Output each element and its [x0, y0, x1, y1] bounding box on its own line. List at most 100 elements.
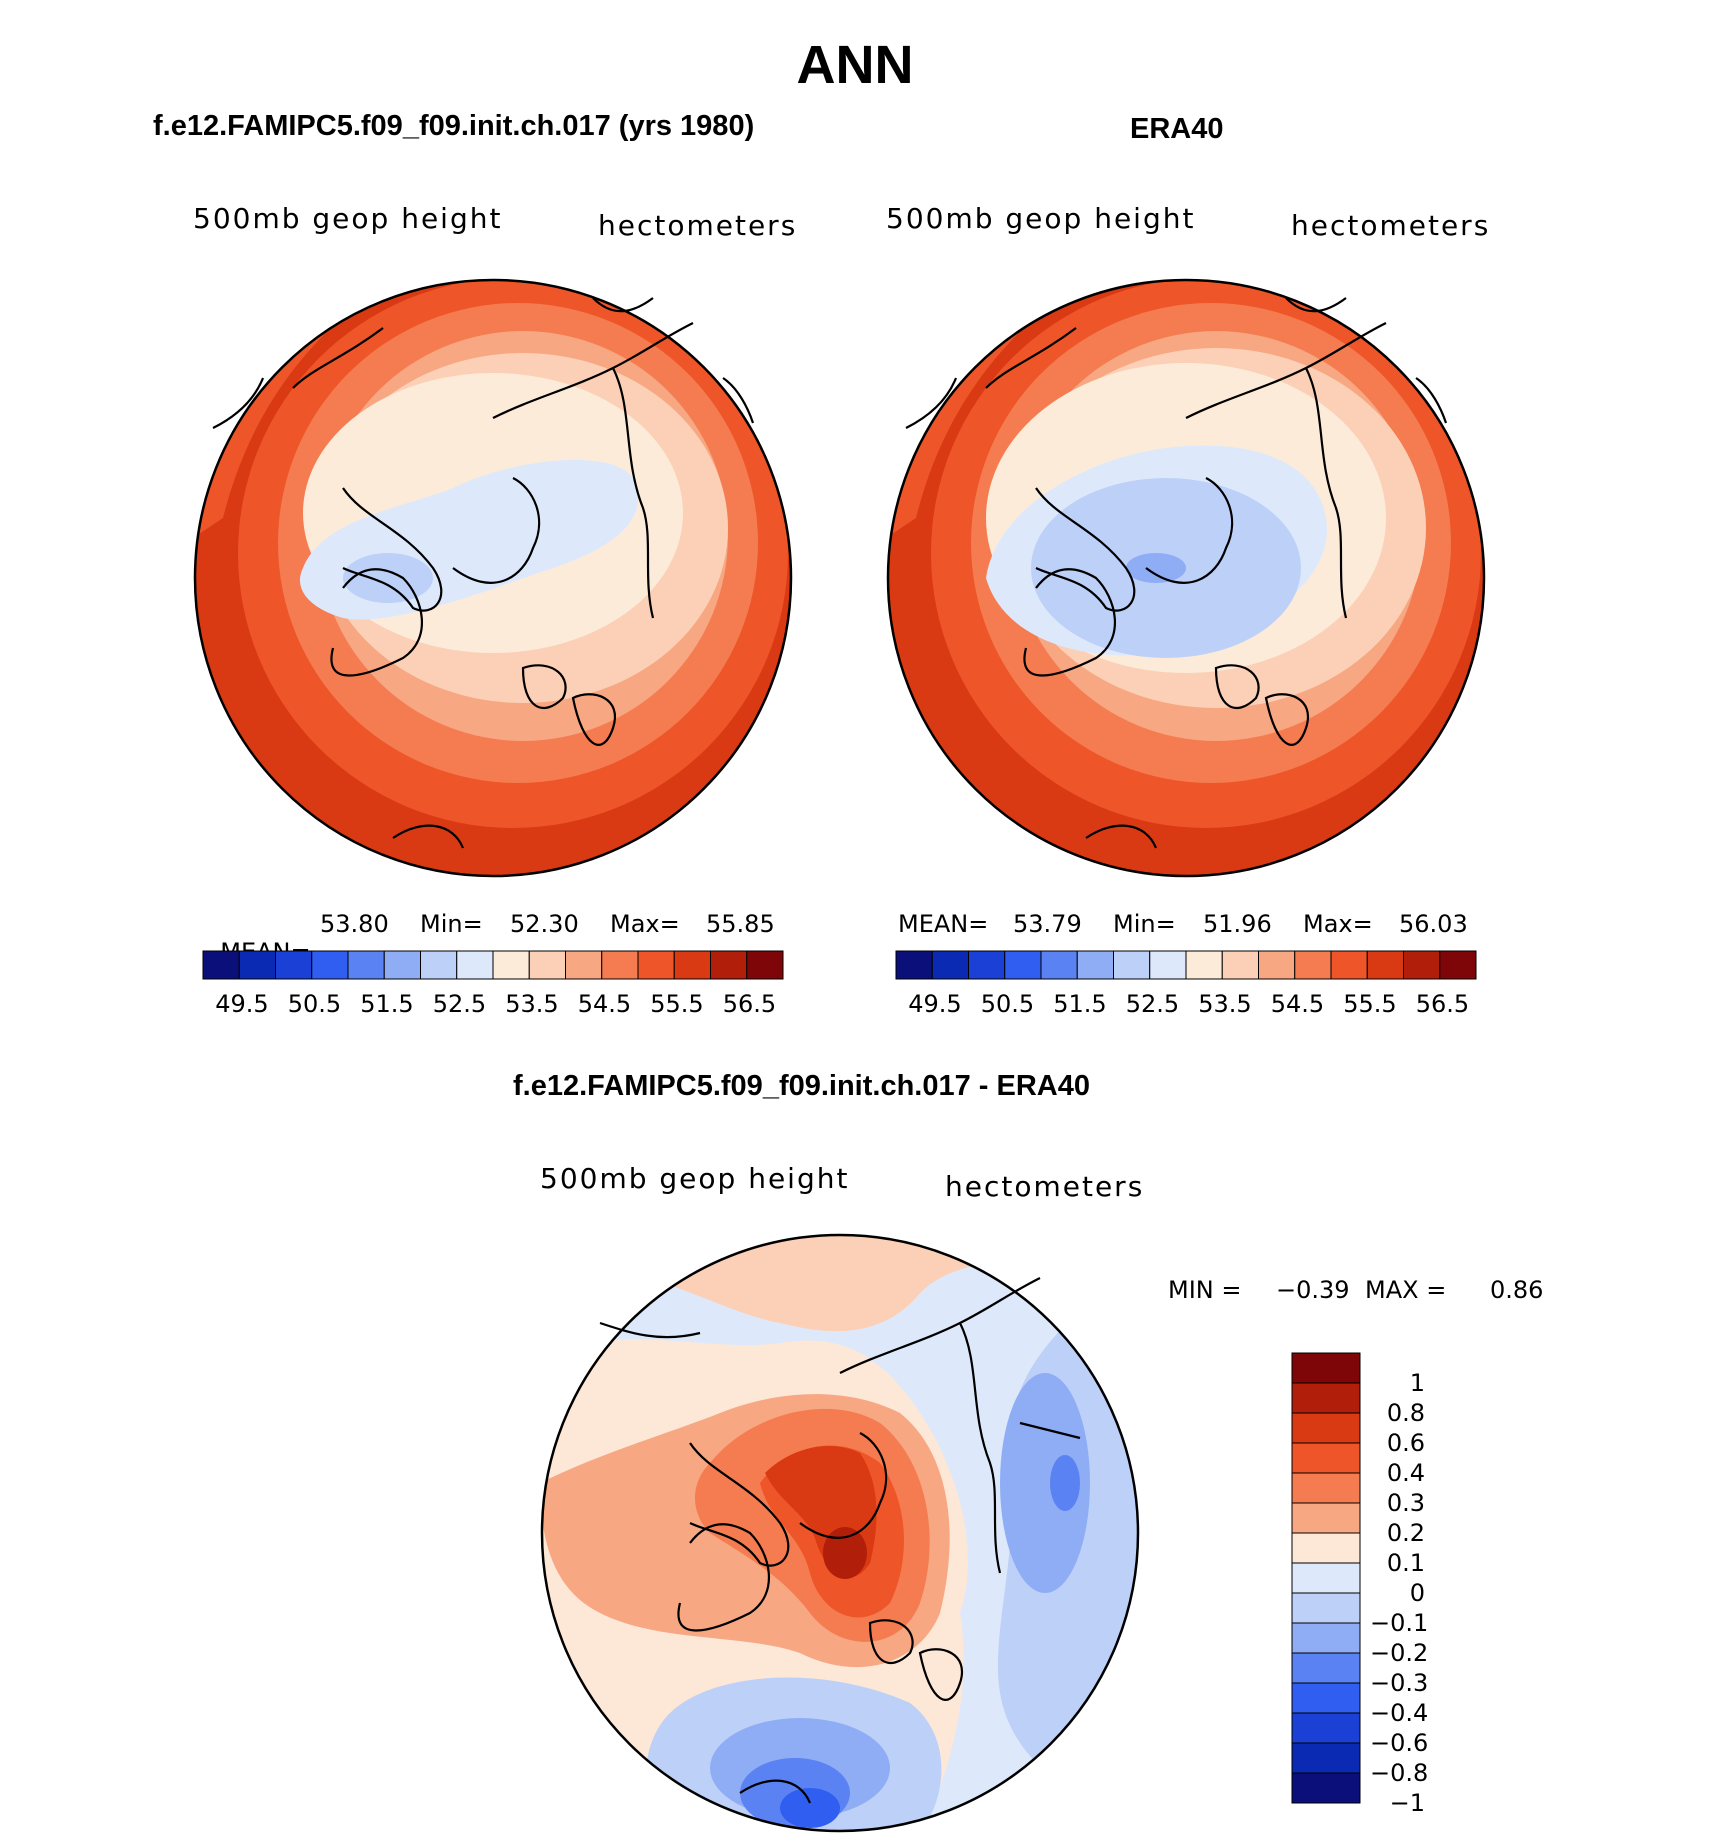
colorbar-swatch — [238, 950, 276, 980]
model-max-value: 55.85 — [706, 910, 775, 938]
colorbar-tick-label: 53.5 — [505, 990, 559, 1018]
diff-colorbar-swatch — [1291, 1622, 1361, 1654]
diff-colorbar-swatch — [1291, 1472, 1361, 1504]
obs-polar-map — [886, 278, 1486, 878]
colorbar-swatch — [383, 950, 421, 980]
model-units-label: hectometers — [598, 209, 798, 242]
diff-colorbar-tick-label: 0.1 — [1386, 1549, 1425, 1577]
colorbar-swatch — [1040, 950, 1078, 980]
colorbar-tick-label: 50.5 — [980, 990, 1035, 1018]
diff-colorbar-tick-label: 0.6 — [1386, 1429, 1425, 1457]
colorbar-swatch — [673, 950, 711, 980]
colorbar-tick-label: 49.5 — [908, 990, 962, 1018]
colorbar-swatch — [1076, 950, 1114, 980]
obs-colorbar-ticks: 49.5 50.5 51.5 52.5 53.5 54.5 55.5 56.5 — [896, 990, 1476, 1020]
diff-colorbar-swatch — [1291, 1592, 1361, 1624]
diff-colorbar-swatch — [1291, 1442, 1361, 1474]
colorbar-tick-label: 51.5 — [1053, 990, 1107, 1018]
colorbar-tick-label: 53.5 — [1198, 990, 1252, 1018]
colorbar-swatch — [895, 950, 933, 980]
model-colorbar-ticks: 49.5 50.5 51.5 52.5 53.5 54.5 55.5 56.5 — [203, 990, 783, 1020]
colorbar-swatch — [1294, 950, 1332, 980]
diff-colorbar-swatch — [1291, 1502, 1361, 1534]
colorbar-tick-label: 54.5 — [577, 990, 632, 1018]
model-mean-value: 53.80 — [320, 910, 389, 938]
obs-units-label: hectometers — [1291, 209, 1491, 242]
colorbar-swatch — [1258, 950, 1296, 980]
diff-colorbar-tick-label: −0.6 — [1370, 1729, 1429, 1757]
diff-colorbar-tick-label: 0 — [1409, 1579, 1425, 1607]
obs-mean-label: MEAN= — [898, 910, 989, 938]
obs-min-value: 51.96 — [1203, 910, 1272, 938]
model-min-label: Min= — [420, 910, 483, 938]
colorbar-tick-label: 50.5 — [287, 990, 342, 1018]
colorbar-swatch — [1185, 950, 1223, 980]
diff-colorbar-tick-label: −0.3 — [1370, 1669, 1429, 1697]
diff-colorbar-swatch — [1291, 1382, 1361, 1414]
colorbar-tick-label: 52.5 — [1125, 990, 1180, 1018]
colorbar-swatch — [1004, 950, 1042, 980]
colorbar-swatch — [637, 950, 675, 980]
colorbar-swatch — [347, 950, 385, 980]
model-colorbar — [202, 950, 784, 980]
diff-colorbar-tick-label: −0.4 — [1370, 1699, 1429, 1727]
diff-colorbar-swatch — [1291, 1412, 1361, 1444]
colorbar-swatch — [968, 950, 1006, 980]
diff-colorbar-ticks: 1 0.8 0.6 0.4 0.3 0.2 0.1 0 −0.1 −0.2 −0.3 −0.4 −0.6… — [1370, 1353, 1490, 1817]
colorbar-swatch — [565, 950, 603, 980]
colorbar-tick-label: 56.5 — [722, 990, 777, 1018]
model-panel-title: f.e12.FAMIPC5.f09_f09.init.ch.017 (yrs 1… — [153, 110, 755, 142]
diff-colorbar-tick-label: 0.2 — [1386, 1519, 1425, 1547]
diff-min-label: MIN = — [1168, 1276, 1242, 1304]
colorbar-tick-label: 49.5 — [215, 990, 269, 1018]
colorbar-swatch — [492, 950, 530, 980]
diff-colorbar-swatch — [1291, 1772, 1361, 1804]
diff-polar-map — [540, 1233, 1140, 1833]
diff-colorbar-tick-label: −0.1 — [1370, 1609, 1429, 1637]
colorbar-tick-label: 55.5 — [650, 990, 704, 1018]
obs-colorbar — [895, 950, 1477, 980]
diff-colorbar-tick-label: −0.2 — [1370, 1639, 1429, 1667]
colorbar-swatch — [1149, 950, 1187, 980]
colorbar-swatch — [1221, 950, 1259, 980]
diff-colorbar-tick-label: 0.4 — [1386, 1459, 1425, 1487]
colorbar-tick-label: 55.5 — [1343, 990, 1397, 1018]
obs-variable-label: 500mb geop height — [886, 202, 1196, 235]
colorbar-swatch — [1366, 950, 1404, 980]
colorbar-swatch — [931, 950, 969, 980]
diff-panel-title: f.e12.FAMIPC5.f09_f09.init.ch.017 - ERA4… — [513, 1070, 1090, 1102]
diff-variable-label: 500mb geop height — [540, 1162, 850, 1195]
colorbar-swatch — [311, 950, 349, 980]
diff-max-value: 0.86 — [1490, 1276, 1544, 1304]
colorbar-swatch — [202, 950, 240, 980]
obs-max-value: 56.03 — [1399, 910, 1468, 938]
diff-colorbar-swatch — [1291, 1562, 1361, 1594]
colorbar-swatch — [1330, 950, 1368, 980]
diff-colorbar-tick-label: 0.8 — [1386, 1399, 1425, 1427]
model-polar-map — [193, 278, 793, 878]
diff-colorbar-swatch — [1291, 1712, 1361, 1744]
model-variable-label: 500mb geop height — [193, 202, 503, 235]
diff-colorbar-tick-label: 0.3 — [1386, 1489, 1425, 1517]
colorbar-swatch — [456, 950, 494, 980]
colorbar-swatch — [601, 950, 639, 980]
colorbar-swatch — [275, 950, 313, 980]
colorbar-tick-label: 51.5 — [360, 990, 414, 1018]
diff-colorbar-swatch — [1291, 1682, 1361, 1714]
diff-colorbar — [1291, 1352, 1361, 1804]
obs-panel-title: ERA40 — [1130, 113, 1224, 145]
colorbar-tick-label: 52.5 — [432, 990, 487, 1018]
colorbar-swatch — [746, 950, 784, 980]
diff-units-label: hectometers — [945, 1170, 1145, 1203]
colorbar-swatch — [1403, 950, 1441, 980]
diff-colorbar-tick-label: 1 — [1409, 1369, 1425, 1397]
diff-colorbar-swatch — [1291, 1352, 1361, 1384]
main-title: ANN — [796, 35, 914, 95]
model-max-label: Max= — [610, 910, 680, 938]
diff-colorbar-swatch — [1291, 1742, 1361, 1774]
colorbar-swatch — [1113, 950, 1151, 980]
obs-max-label: Max= — [1303, 910, 1373, 938]
diff-colorbar-tick-label: −0.8 — [1370, 1759, 1429, 1787]
obs-mean-value: 53.79 — [1013, 910, 1082, 938]
diff-min-value: −0.39 — [1276, 1276, 1350, 1304]
